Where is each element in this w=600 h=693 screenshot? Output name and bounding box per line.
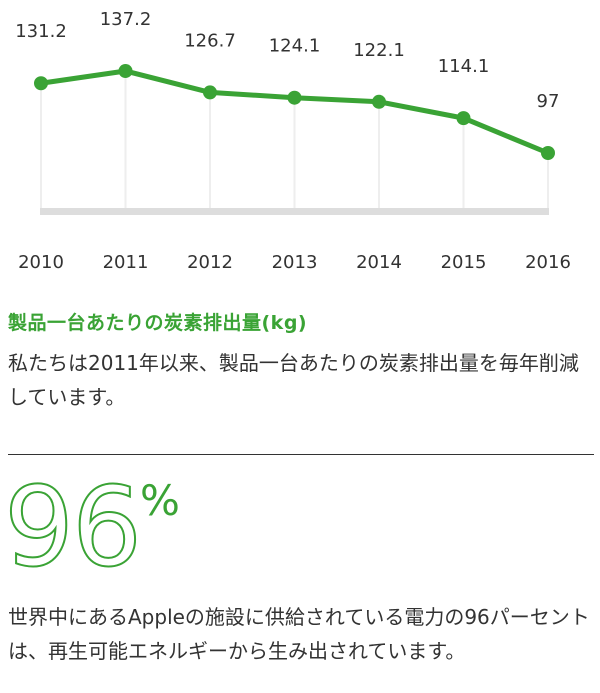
chart-series bbox=[34, 64, 555, 160]
chart-value-label: 97 bbox=[537, 91, 560, 112]
chart-point bbox=[287, 90, 302, 105]
chart-value-labels: 131.2 137.2 126.7 124.1 122.1 114.1 97 bbox=[15, 9, 559, 112]
chart-value-label: 137.2 bbox=[100, 9, 152, 30]
metric-title: 製品一台あたりの炭素排出量(kg) bbox=[8, 312, 308, 334]
chart-value-label: 122.1 bbox=[353, 40, 405, 61]
chart-gridlines bbox=[40, 71, 549, 210]
chart-year-label: 2013 bbox=[272, 252, 318, 273]
chart-year-label: 2015 bbox=[441, 252, 487, 273]
chart-point bbox=[34, 76, 48, 91]
chart-point bbox=[541, 146, 555, 160]
chart-point bbox=[203, 85, 217, 100]
chart-baseline bbox=[40, 208, 549, 215]
chart-year-label: 2014 bbox=[356, 252, 402, 273]
renewable-description: 世界中にあるAppleの施設に供給されている電力の96パーセントは、再生可能エネ… bbox=[8, 605, 590, 663]
metric-description: 私たちは2011年以来、製品一台あたりの炭素排出量を毎年削減しています。 bbox=[8, 351, 579, 409]
chart-value-label: 131.2 bbox=[15, 21, 67, 42]
chart-value-label: 126.7 bbox=[184, 30, 236, 51]
renewable-stat: 96% bbox=[3, 471, 180, 583]
chart-year-label: 2016 bbox=[525, 252, 571, 273]
chart-year-labels: 2010 2011 2012 2013 2014 2015 2016 bbox=[18, 252, 571, 273]
chart-year-label: 2012 bbox=[187, 252, 233, 273]
chart-point bbox=[456, 111, 471, 126]
chart-point bbox=[372, 94, 386, 109]
renewable-percent-number: 96 bbox=[3, 463, 143, 591]
chart-value-label: 124.1 bbox=[269, 36, 321, 57]
renewable-percent-unit: % bbox=[139, 476, 180, 525]
chart-point bbox=[118, 64, 133, 78]
chart-year-label: 2010 bbox=[18, 252, 64, 273]
chart-value-label: 114.1 bbox=[438, 56, 490, 77]
chart-year-label: 2011 bbox=[103, 252, 149, 273]
section-divider bbox=[8, 454, 594, 455]
